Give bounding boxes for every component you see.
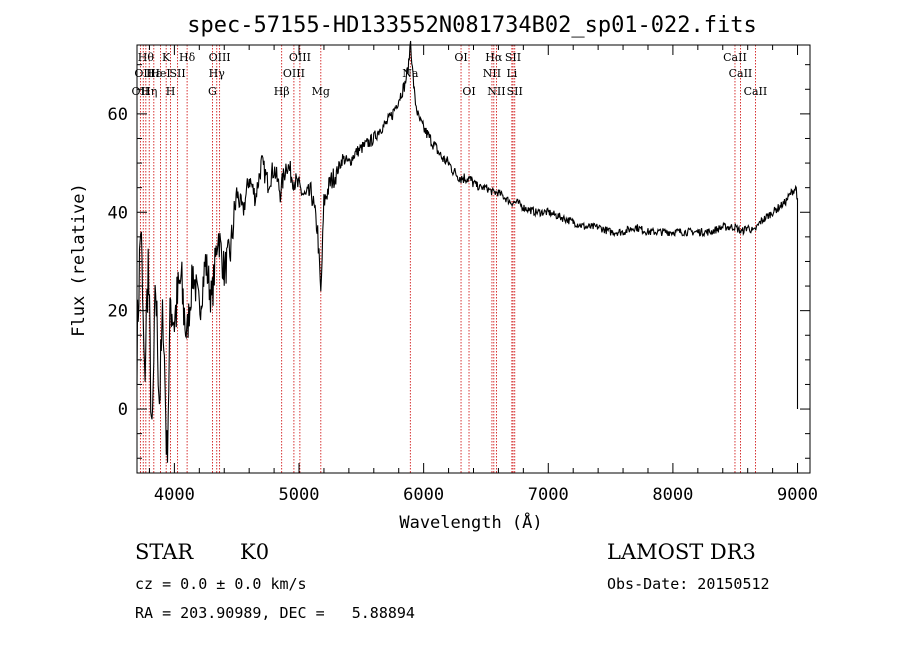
spectral-line-label: Hδ <box>179 51 196 64</box>
spectral-line-label: CaII <box>723 51 747 64</box>
spectral-line-label: CaII <box>744 85 768 98</box>
spectral-line-label: NII <box>483 67 501 80</box>
spectral-line-label: K <box>162 51 171 64</box>
spectral-line-label: G <box>208 85 217 98</box>
spectral-line-label: HeI <box>150 67 170 80</box>
spectral-line-label: Li <box>506 67 517 80</box>
x-tick-label: 8000 <box>652 485 693 505</box>
chart-title: spec-57155-HD133552N081734B02_sp01-022.f… <box>187 13 757 38</box>
x-tick-label: 6000 <box>403 485 444 505</box>
coordinates-readout: RA = 203.90989, DEC = 5.88894 <box>135 604 415 622</box>
x-tick-label: 5000 <box>279 485 320 505</box>
spectral-line-label: OI <box>462 85 475 98</box>
spectral-line-label: SII <box>170 67 186 80</box>
y-tick-label: 0 <box>118 400 128 420</box>
spectral-line-label: OII <box>134 67 152 80</box>
x-axis-label: Wavelength (Å) <box>399 511 542 533</box>
spectral-line-label: Hθ <box>138 51 155 64</box>
spectral-line-label: OII <box>132 85 150 98</box>
spectral-line-label: CaII <box>729 67 753 80</box>
spectrum-line <box>136 40 799 463</box>
plot-frame <box>136 44 811 474</box>
y-tick-label: 20 <box>108 302 128 322</box>
spectral-line-label: Hη <box>141 85 157 98</box>
spectral-line-label: SII <box>507 85 523 98</box>
spectral-line-label: Hα <box>485 51 503 64</box>
spectral-line-label: NII <box>487 85 505 98</box>
y-axis-label: Flux (relative) <box>69 183 89 337</box>
x-tick-label: 7000 <box>528 485 569 505</box>
spectral-line-label: OIII <box>283 67 305 80</box>
spectral-line-label: Hε <box>146 67 162 80</box>
spectral-subclass: K0 <box>240 540 270 564</box>
y-axis-ticks: 0 20 40 60 <box>108 64 810 459</box>
survey-name: LAMOST DR3 <box>607 540 756 564</box>
y-tick-label: 40 <box>108 203 128 223</box>
y-tick-label: 60 <box>108 105 128 125</box>
spectral-line-label: Na <box>402 67 419 80</box>
spectral-line-label: H <box>166 85 176 98</box>
spectral-line-label: SII <box>505 51 521 64</box>
x-tick-label: 9000 <box>777 485 818 505</box>
spectral-line-label: Mg <box>312 85 330 98</box>
spectral-line-label: Hγ <box>209 67 226 80</box>
x-axis-ticks: 4000 5000 6000 7000 8000 9000 <box>148 45 818 505</box>
spectral-line-label: Hβ <box>274 85 290 98</box>
spectral-line-label: OI <box>454 51 467 64</box>
observation-date: Obs-Date: 20150512 <box>607 575 770 593</box>
spectral-line-label: OIII <box>209 51 231 64</box>
redshift-readout: cz = 0.0 ± 0.0 km/s <box>135 575 307 593</box>
spectral-line-markers <box>139 45 756 473</box>
x-tick-label: 4000 <box>154 485 195 505</box>
object-class: STAR <box>135 540 194 564</box>
spectral-line-label: OIII <box>289 51 311 64</box>
